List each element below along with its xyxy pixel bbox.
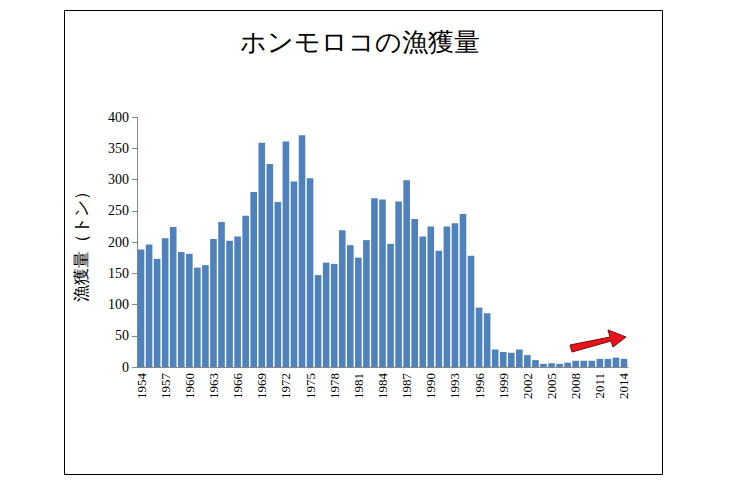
svg-text:1987: 1987 <box>399 373 414 400</box>
svg-text:1990: 1990 <box>423 373 438 399</box>
svg-text:1984: 1984 <box>375 373 390 400</box>
svg-text:1960: 1960 <box>182 373 197 399</box>
svg-text:1975: 1975 <box>303 373 318 399</box>
svg-text:250: 250 <box>108 203 129 218</box>
svg-text:ホンモロコの漁獲量: ホンモロコの漁獲量 <box>240 27 480 57</box>
svg-text:1972: 1972 <box>278 373 293 399</box>
svg-text:漁獲量（トン）: 漁獲量（トン） <box>71 183 91 302</box>
svg-text:50: 50 <box>115 328 129 343</box>
svg-text:1954: 1954 <box>134 373 149 400</box>
svg-text:0: 0 <box>122 360 129 375</box>
svg-text:2014: 2014 <box>616 373 631 400</box>
svg-text:2005: 2005 <box>544 373 559 399</box>
svg-text:300: 300 <box>108 172 129 187</box>
svg-text:1978: 1978 <box>327 373 342 399</box>
svg-text:1957: 1957 <box>158 373 173 400</box>
svg-text:100: 100 <box>108 297 129 312</box>
svg-text:1963: 1963 <box>206 373 221 399</box>
svg-text:2011: 2011 <box>592 373 607 399</box>
svg-text:2008: 2008 <box>568 373 583 399</box>
svg-text:1969: 1969 <box>254 373 269 399</box>
svg-text:1996: 1996 <box>472 373 487 400</box>
svg-text:1999: 1999 <box>496 373 511 399</box>
svg-text:1981: 1981 <box>351 373 366 399</box>
svg-text:1966: 1966 <box>230 373 245 400</box>
svg-text:200: 200 <box>108 235 129 250</box>
svg-text:2002: 2002 <box>520 373 535 399</box>
svg-text:1993: 1993 <box>447 373 462 399</box>
svg-text:150: 150 <box>108 266 129 281</box>
svg-text:400: 400 <box>108 110 129 125</box>
svg-text:350: 350 <box>108 141 129 156</box>
